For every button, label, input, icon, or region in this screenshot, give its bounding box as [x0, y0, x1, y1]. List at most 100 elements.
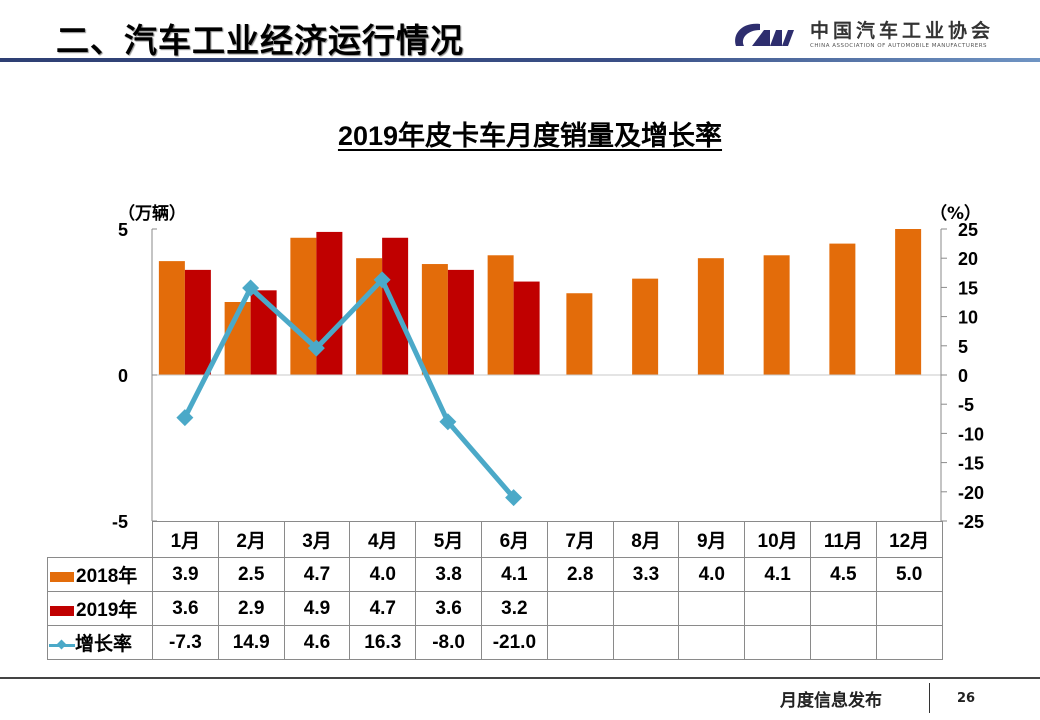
bar-2019-5 [447, 269, 474, 375]
data-label: 14.9 [217, 625, 285, 660]
bar-2018-10 [763, 255, 790, 375]
right-tick-label: 25 [958, 220, 978, 240]
growth-rate-line [182, 277, 516, 500]
legend-swatch-icon [50, 605, 74, 616]
category-label: 7月 [546, 521, 614, 558]
bar-2018-6 [487, 255, 514, 375]
data-label: -21.0 [480, 625, 548, 660]
right-tick-label: -25 [958, 512, 984, 532]
right-tick-label: 0 [958, 366, 968, 386]
left-tick-label: 0 [118, 366, 128, 386]
growth-point-1 [176, 409, 194, 427]
legend-entry: 增长率 [47, 625, 153, 660]
growth-point-2 [242, 279, 260, 297]
data-label: 4.5 [809, 557, 877, 592]
category-label: 12月 [875, 521, 943, 558]
data-label: 2.8 [546, 557, 614, 592]
header-divider [0, 58, 1040, 62]
data-label [809, 591, 877, 626]
data-label: 4.9 [283, 591, 351, 626]
right-axis-ticks: 25 20 15 10 5 0 -5 -10 -15 -20 -25 [941, 220, 984, 532]
right-tick-label: 15 [958, 278, 978, 298]
right-tick-label: -5 [958, 395, 974, 415]
bar-2018-11 [829, 243, 856, 375]
table-row: 2019年 3.6 2.9 4.9 4.7 3.6 3.2 [47, 591, 943, 626]
chart-title: 2019年皮卡车月度销量及增长率 [337, 121, 723, 151]
right-tick-label: -20 [958, 483, 984, 503]
page-number: 26 [957, 691, 976, 706]
growth-point-6 [505, 489, 523, 507]
growth-point-3 [307, 339, 325, 357]
table-row: 2018年 3.9 2.5 4.7 4.0 3.8 4.1 2.8 3.3 4.0 4.1 4.5 5.… [47, 557, 943, 592]
left-axis-ticks: 50-5 [112, 220, 157, 532]
category-label: 6月 [480, 521, 548, 558]
right-axis-unit: （%） [930, 204, 982, 224]
category-label: 10月 [744, 521, 811, 558]
right-tick-label: -10 [958, 424, 984, 444]
category-label: 4月 [349, 521, 417, 558]
growth-point-5 [439, 413, 457, 431]
legend-label: 2018年 [76, 566, 138, 587]
legend-swatch-icon [50, 571, 74, 582]
bar-2018-8 [632, 278, 659, 375]
data-label: 3.3 [612, 557, 680, 592]
data-label [678, 625, 746, 660]
data-label: 3.6 [415, 591, 482, 626]
legend-label: 增长率 [75, 634, 133, 655]
legend-line-marker-icon [49, 640, 75, 650]
data-label [875, 625, 943, 660]
bar-2018-5 [421, 264, 448, 375]
logo-chinese-name: 中国汽车工业协会 [810, 20, 995, 42]
data-label [546, 625, 614, 660]
bar-2018-9 [697, 258, 724, 375]
right-tick-label: 20 [958, 249, 978, 269]
legend-entry: 2018年 [47, 557, 153, 592]
table-corner [47, 521, 153, 558]
data-label [612, 591, 680, 626]
growth-point-4 [373, 271, 391, 289]
bar-2018-1 [158, 261, 185, 375]
data-label [612, 625, 680, 660]
data-label: 4.6 [283, 625, 351, 660]
cam-logo-icon [735, 23, 794, 46]
bars-layer [158, 229, 922, 375]
bar-2018-7 [566, 293, 593, 375]
category-label: 9月 [678, 521, 746, 558]
footer-text: 月度信息发布 [780, 691, 882, 711]
left-tick-label: 5 [118, 220, 128, 240]
data-label: -7.3 [152, 625, 219, 660]
data-table: 1月 2月 3月 4月 5月 6月 7月 8月 9月 10月 11月 12月 2018年 3.9 2.5 4.… [47, 521, 943, 660]
category-label: 8月 [612, 521, 680, 558]
data-label [809, 625, 877, 660]
data-label: 4.7 [283, 557, 351, 592]
data-label [744, 591, 811, 626]
data-label: 3.9 [152, 557, 219, 592]
logo-english-name: CHINA ASSOCIATION OF AUTOMOBILE MANUFACT… [810, 43, 988, 49]
logo: 中国汽车工业协会 CHINA ASSOCIATION OF AUTOMOBILE… [730, 16, 1030, 56]
category-label: 1月 [152, 521, 219, 558]
footer-divider [0, 677, 1040, 679]
right-tick-label: 10 [958, 308, 978, 328]
footer-separator [929, 683, 930, 713]
bar-2019-3 [316, 231, 343, 375]
data-label: 4.1 [744, 557, 811, 592]
data-label [678, 591, 746, 626]
left-axis-unit: （万辆） [118, 204, 186, 224]
data-label: 4.7 [349, 591, 417, 626]
data-label: 4.0 [349, 557, 417, 592]
data-label: 16.3 [349, 625, 417, 660]
table-row: 增长率 -7.3 14.9 4.6 16.3 -8.0 -21.0 [47, 625, 943, 660]
legend-label: 2019年 [76, 600, 138, 621]
data-label: 5.0 [875, 557, 943, 592]
data-label: 3.2 [480, 591, 548, 626]
bar-2018-3 [290, 237, 317, 375]
data-label: 3.8 [415, 557, 482, 592]
data-label: 2.5 [217, 557, 285, 592]
data-label: 2.9 [217, 591, 285, 626]
data-label: -8.0 [415, 625, 482, 660]
bar-2019-1 [184, 269, 211, 375]
growth-line-layer [176, 271, 523, 507]
legend-entry: 2019年 [47, 591, 153, 626]
right-tick-label: -15 [958, 454, 984, 474]
right-tick-label: 5 [958, 337, 968, 357]
